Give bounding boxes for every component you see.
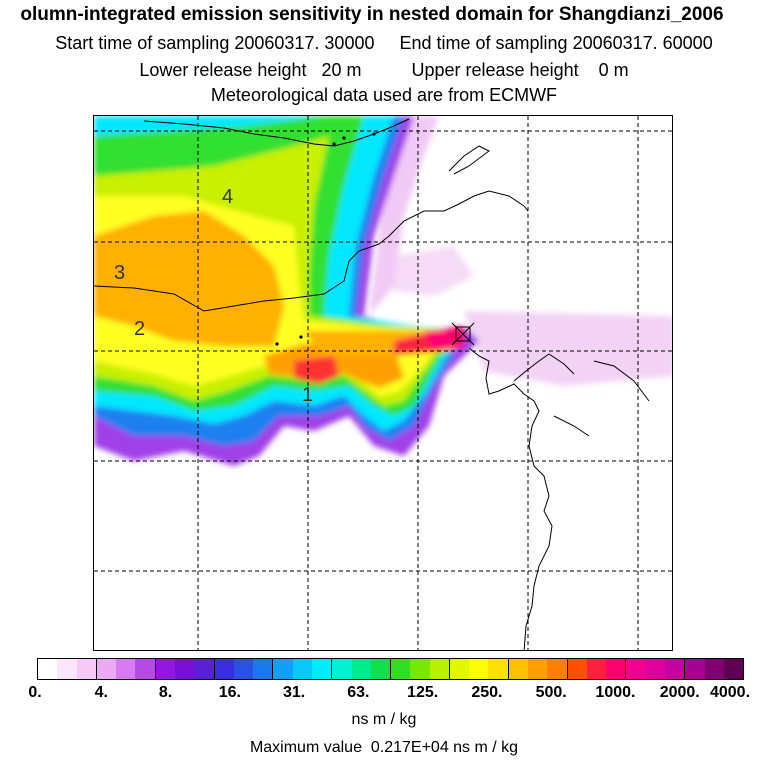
color-scale-segment [567,659,587,679]
release-location-marker [451,322,475,346]
coastlines [94,118,650,650]
color-scale-label: 4000. [709,684,751,701]
sampling-time-line: Start time of sampling 20060317. 30000 E… [55,33,713,53]
meteo-source-line: Meteorological data used are from ECMWF [210,85,558,105]
color-scale-segment [449,659,470,679]
color-scale-label: 500. [535,684,567,701]
color-scale-segment [391,659,411,679]
color-scale-segment [685,659,705,679]
color-scale-segment [155,659,175,679]
contour-label-4: 4 [222,186,233,208]
color-scale-segment [704,659,724,679]
color-scale-label: 8. [158,684,173,701]
color-scale-segment [214,659,234,679]
color-scale-label: 1000. [595,684,636,701]
color-scale-segment [665,659,686,679]
color-scale-segment [351,659,371,679]
color-scale-segment [253,659,274,679]
color-scale-segment [38,659,58,679]
color-scale-segment [233,659,254,679]
color-scale-segment [469,659,489,679]
color-scale-segment [332,659,352,679]
color-scale-label: 2000. [659,684,700,701]
color-scale-segment [586,659,607,679]
color-scale-segment [723,659,744,679]
color-scale-segment [174,659,195,679]
color-scale-segment [606,659,627,679]
color-scale-bar [37,658,744,680]
contour-label-3: 3 [114,262,125,284]
color-scale-segment [547,659,568,679]
sensitivity-field [94,116,672,466]
color-scale-units: ns m / kg [351,711,417,728]
color-scale-label: 31. [282,684,306,701]
plot-title: olumn-integrated emission sensitivity in… [20,4,724,25]
color-scale-segment [410,659,430,679]
color-scale-label: 63. [347,684,370,701]
color-scale-label: 0. [28,684,42,701]
color-scale-segment [57,659,77,679]
color-scale-label: 4. [94,684,108,701]
color-scale-segment [528,659,548,679]
contour-label-1: 1 [302,384,313,406]
station-dots [275,132,376,346]
color-scale-label: 16. [218,684,241,701]
color-scale-segment [429,659,450,679]
lat-lon-grid [94,116,672,650]
color-scale-segment [135,659,156,679]
color-scale-segment [292,659,312,679]
color-scale-segment [370,659,392,679]
release-height-line: Lower release height 20 m Upper release … [139,60,629,80]
maximum-value-text: Maximum value 0.217E+04 ns m / kg [249,739,519,756]
color-scale-segment [76,659,97,679]
contour-label-2: 2 [134,318,145,340]
color-scale-segment [508,659,529,679]
color-scale-segment [194,659,215,679]
color-scale-label: 250. [471,684,503,701]
color-scale-segment [311,659,333,679]
color-scale-segment [273,659,293,679]
color-scale-segment [645,659,665,679]
color-scale-segment [488,659,509,679]
color-scale-segment [626,659,646,679]
color-scale-label: 125. [407,684,439,701]
sensitivity-map: 4 3 2 1 [93,115,673,651]
color-scale-segment [116,659,136,679]
color-scale-labels: 0. 4. 8. 16. 31. 63. 125. 250. 500. 1000. 2000. 400… [0,684,768,704]
map-canvas: 4 3 2 1 [94,116,672,650]
color-scale-segment [96,659,117,679]
